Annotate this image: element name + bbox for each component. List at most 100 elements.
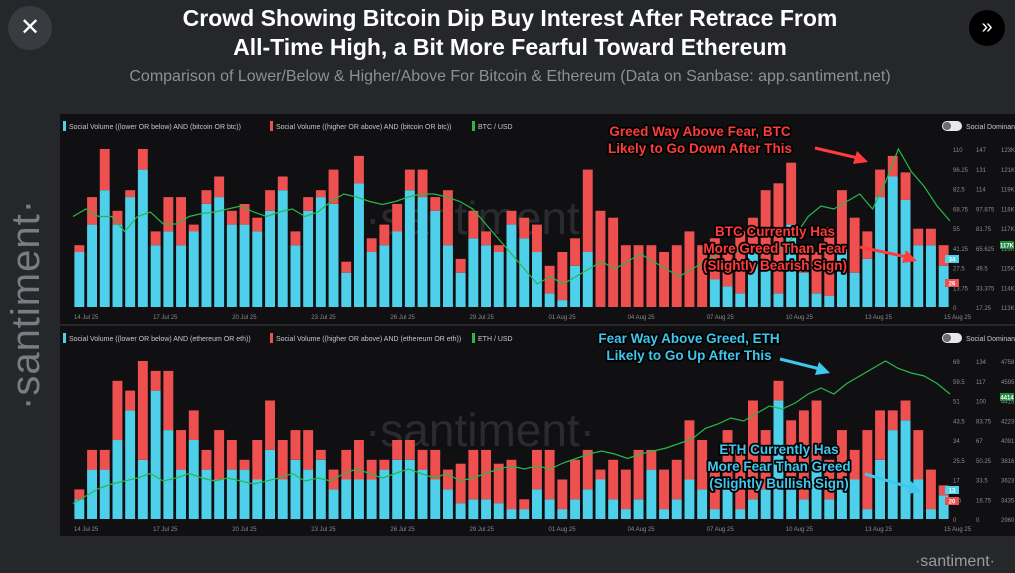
bar-lower-below xyxy=(137,169,148,307)
legend-label-1: Social Volume ((higher OR above) AND (bi… xyxy=(276,124,451,131)
x-tick-label: 15 Aug 25 xyxy=(944,527,972,533)
axis-tick-label: 81.75 xyxy=(976,227,992,233)
bar-higher-above xyxy=(239,459,250,470)
value-badge: 13 xyxy=(949,489,956,495)
bar-higher-above xyxy=(404,169,415,191)
bar-higher-above xyxy=(748,217,758,246)
axis-tick-label: 113K xyxy=(1001,306,1015,312)
axis-tick-label: 3623 xyxy=(1001,479,1015,485)
bar-lower-below xyxy=(354,479,364,519)
bar-higher-above xyxy=(748,400,758,500)
bar-lower-below xyxy=(455,503,466,519)
bar-higher-above xyxy=(481,449,491,500)
value-badge-bg xyxy=(1000,241,1014,249)
bar-higher-above xyxy=(938,245,949,266)
axis-tick-label: 68.75 xyxy=(953,207,969,213)
bar-higher-above xyxy=(468,449,479,500)
bar-lower-below xyxy=(849,479,860,519)
bar-higher-above xyxy=(290,430,301,460)
bar-lower-below xyxy=(748,499,758,520)
bar-lower-below xyxy=(150,390,161,519)
bar-higher-above xyxy=(557,252,568,301)
x-tick-label: 04 Aug 25 xyxy=(628,527,656,533)
bar-higher-above xyxy=(532,224,542,253)
bar-lower-below xyxy=(188,440,199,519)
axis-tick-label: 3816 xyxy=(1001,459,1015,465)
bar-lower-below xyxy=(926,509,936,519)
close-button[interactable]: ✕ xyxy=(8,6,52,50)
axis-tick-label: 117 xyxy=(976,380,986,386)
bar-higher-above xyxy=(811,252,822,294)
bar-higher-above xyxy=(862,430,873,510)
axis-tick-label: 33.375 xyxy=(976,286,995,292)
bar-higher-above xyxy=(392,204,403,232)
annotation-outline: Greed Way Above Fear, BTC xyxy=(609,124,791,139)
bar-lower-below xyxy=(290,459,301,520)
bar-higher-above xyxy=(379,224,390,246)
bar-higher-above xyxy=(671,245,682,307)
bar-lower-below xyxy=(735,509,746,519)
bar-lower-below xyxy=(341,479,352,519)
bar-higher-above xyxy=(366,459,377,480)
bar-higher-above xyxy=(150,231,161,246)
annotation-outline: BTC Currently Has xyxy=(715,224,835,239)
bar-higher-above xyxy=(837,190,847,252)
annotation-text: More Greed Than Fear xyxy=(703,241,847,256)
bar-higher-above xyxy=(137,149,148,170)
value-badge: 34 xyxy=(949,258,956,264)
side-brand-logo: ·santiment· xyxy=(4,198,48,410)
next-button[interactable]: » xyxy=(969,10,1005,46)
axis-tick-label: 16.75 xyxy=(976,498,992,504)
bar-lower-below xyxy=(938,265,949,307)
bar-higher-above xyxy=(176,430,186,470)
bar-lower-below xyxy=(506,509,517,519)
axis-tick-label: 117K xyxy=(1001,227,1015,233)
bar-lower-below xyxy=(811,293,822,307)
axis-tick-label: 3435 xyxy=(1001,498,1015,504)
annotation-arrow xyxy=(859,245,908,259)
bar-lower-below xyxy=(239,224,250,307)
bar-higher-above xyxy=(290,231,301,246)
value-badge-bg xyxy=(945,486,959,494)
annotation-text: (Slightly Bullish Sign) xyxy=(709,476,849,491)
bar-lower-below xyxy=(862,258,873,307)
axis-tick-label: 4223 xyxy=(1001,419,1015,425)
bar-lower-below xyxy=(544,293,555,307)
social-dominance-label: Social Dominance xyxy=(966,124,1015,131)
axis-tick-label: 131 xyxy=(976,168,987,174)
bar-lower-below xyxy=(748,245,758,307)
bar-higher-above xyxy=(443,190,453,246)
bar-higher-above xyxy=(468,210,479,239)
axis-tick-label: 43.5 xyxy=(953,419,965,425)
bar-higher-above xyxy=(506,210,517,225)
annotation-text: Likely to Go Up After This xyxy=(606,348,771,363)
title-line-2: All-Time High, a Bit More Fearful Toward… xyxy=(233,34,787,60)
bar-higher-above xyxy=(277,440,288,480)
annotation-text: Greed Way Above Fear, BTC xyxy=(609,124,791,139)
bar-lower-below xyxy=(201,469,212,519)
bar-lower-below xyxy=(557,509,568,519)
annotation-outline: (Slightly Bearish Sign) xyxy=(703,258,847,273)
x-tick-label: 13 Aug 25 xyxy=(865,315,893,321)
bar-lower-below xyxy=(849,272,860,307)
bar-higher-above xyxy=(798,410,809,500)
bar-higher-above xyxy=(646,449,657,470)
x-tick-label: 13 Aug 25 xyxy=(865,527,893,533)
bar-higher-above xyxy=(837,430,847,490)
bar-lower-below xyxy=(519,238,530,307)
bar-higher-above xyxy=(417,449,428,470)
x-tick-label: 17 Jul 25 xyxy=(153,527,178,533)
bar-higher-above xyxy=(811,400,822,460)
bar-higher-above xyxy=(722,430,733,490)
bar-higher-above xyxy=(608,217,619,307)
legend-label-2: ETH / USD xyxy=(478,336,513,343)
annotation-outline: Likely to Go Up After This xyxy=(606,348,771,363)
x-tick-label: 23 Jul 25 xyxy=(311,527,336,533)
bar-higher-above xyxy=(646,245,657,307)
axis-tick-label: 59.5 xyxy=(953,380,965,386)
axis-tick-label: 25.5 xyxy=(953,459,965,465)
bar-lower-below xyxy=(773,400,784,519)
